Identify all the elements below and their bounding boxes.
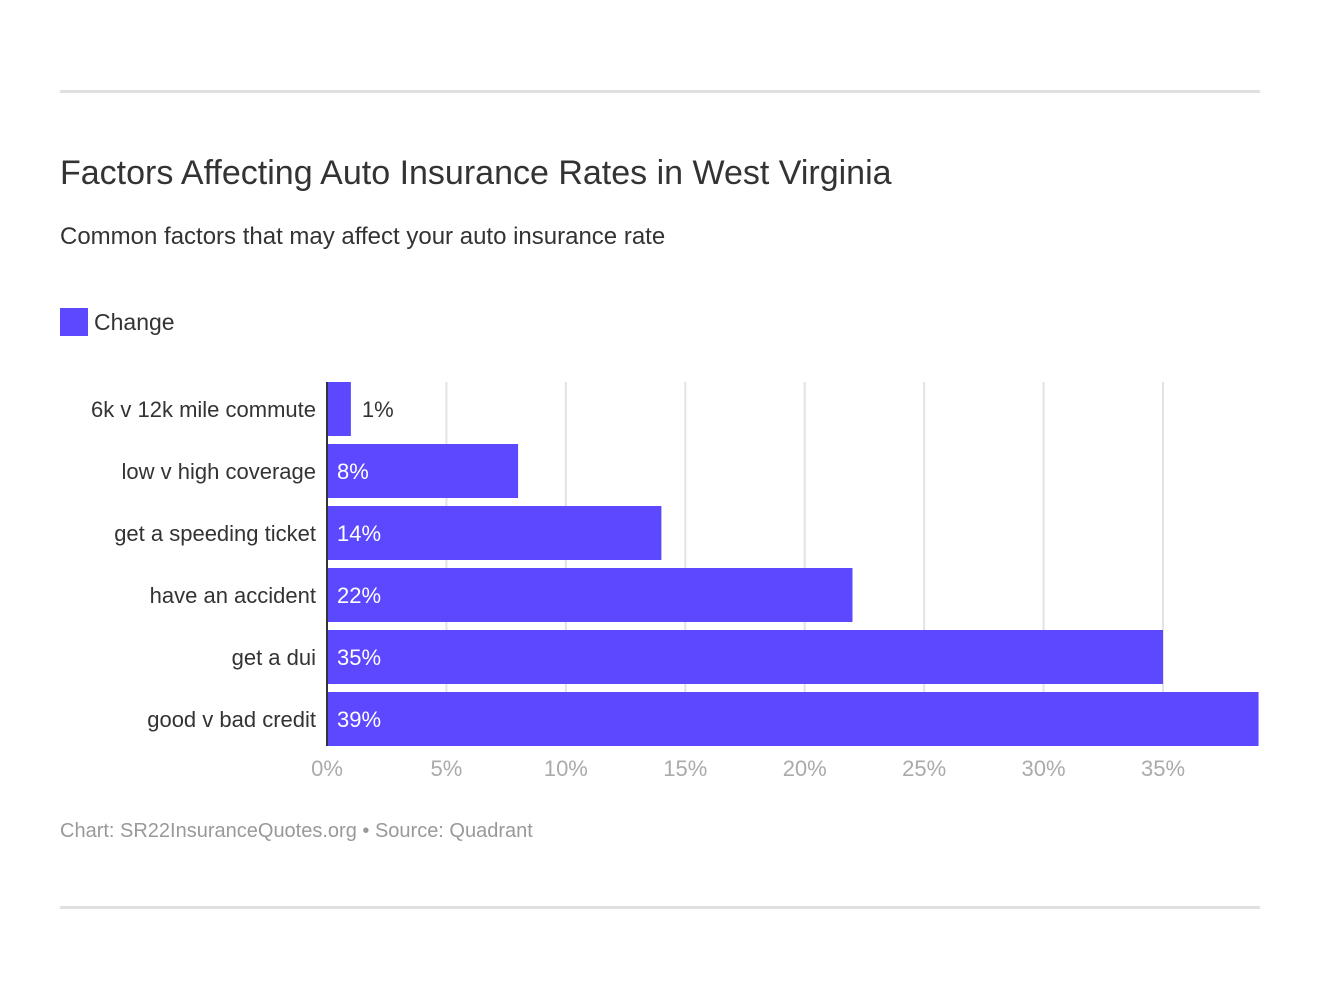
data-label: 14% bbox=[337, 521, 381, 546]
category-label: have an accident bbox=[150, 583, 316, 608]
x-tick-label: 20% bbox=[783, 756, 827, 781]
bar bbox=[327, 692, 1259, 746]
x-tick-label: 30% bbox=[1022, 756, 1066, 781]
chart-footer: Chart: SR22InsuranceQuotes.org • Source:… bbox=[60, 820, 533, 842]
chart-subtitle: Common factors that may affect your auto… bbox=[60, 223, 666, 250]
bottom-divider bbox=[60, 906, 1260, 909]
bar bbox=[327, 630, 1163, 684]
data-label: 1% bbox=[362, 397, 394, 422]
category-label: 6k v 12k mile commute bbox=[91, 397, 316, 422]
top-divider bbox=[60, 90, 1260, 93]
legend-swatch bbox=[60, 308, 88, 336]
chart-title: Factors Affecting Auto Insurance Rates i… bbox=[60, 154, 892, 192]
legend-label: Change bbox=[94, 308, 175, 335]
bar bbox=[327, 444, 519, 498]
category-label: get a dui bbox=[232, 645, 316, 670]
x-tick-label: 0% bbox=[311, 756, 343, 781]
category-label: get a speeding ticket bbox=[114, 521, 316, 546]
x-tick-label: 25% bbox=[902, 756, 946, 781]
x-tick-label: 15% bbox=[663, 756, 707, 781]
data-label: 39% bbox=[337, 707, 381, 732]
bar bbox=[327, 506, 662, 560]
x-tick-label: 35% bbox=[1141, 756, 1185, 781]
x-tick-label: 5% bbox=[431, 756, 463, 781]
category-label: low v high coverage bbox=[122, 459, 316, 484]
data-label: 8% bbox=[337, 459, 369, 484]
legend: Change bbox=[60, 308, 175, 336]
bar bbox=[327, 568, 853, 622]
x-tick-label: 10% bbox=[544, 756, 588, 781]
bar bbox=[327, 382, 351, 436]
data-label: 35% bbox=[337, 645, 381, 670]
category-label: good v bad credit bbox=[147, 707, 316, 732]
data-label: 22% bbox=[337, 583, 381, 608]
